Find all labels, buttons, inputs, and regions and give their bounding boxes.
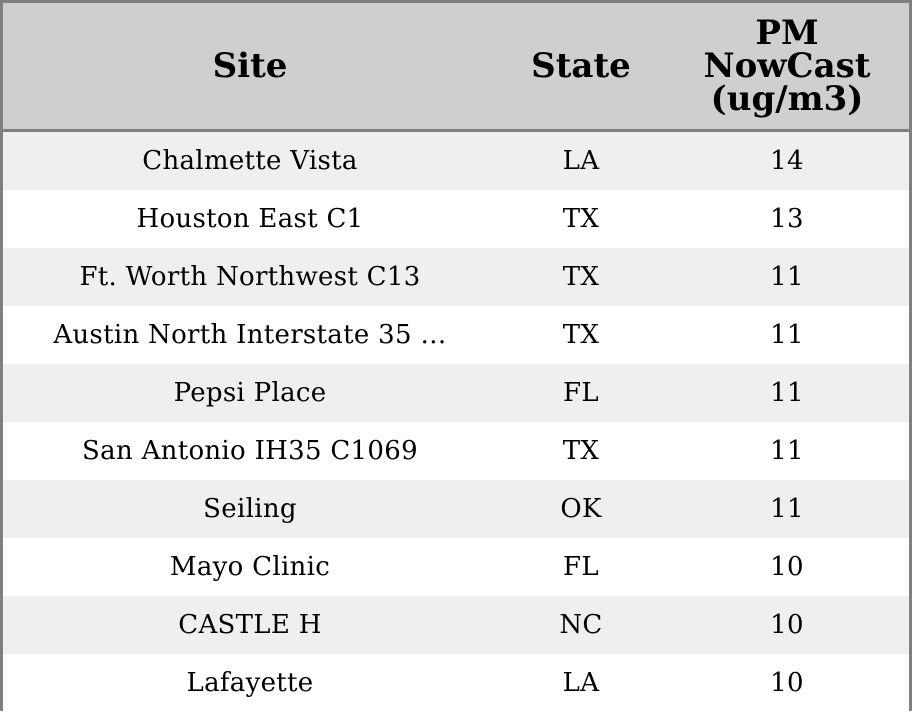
column-header-site[interactable]: Site bbox=[212, 45, 288, 86]
cell-pm-nowcast: 13 bbox=[770, 204, 804, 234]
cell-state: LA bbox=[562, 668, 600, 698]
cell-pm-nowcast: 10 bbox=[770, 610, 804, 640]
column-header-state[interactable]: State bbox=[531, 45, 631, 86]
table-row: CASTLE H NC 10 bbox=[3, 596, 909, 654]
cell-state: TX bbox=[562, 262, 600, 292]
cell-state: FL bbox=[563, 552, 599, 582]
cell-pm-nowcast: 11 bbox=[770, 494, 804, 524]
table-row: Lafayette LA 10 bbox=[3, 654, 909, 712]
table-row: Seiling OK 11 bbox=[3, 480, 909, 538]
table-row: Austin North Interstate 35 … TX 11 bbox=[3, 306, 909, 364]
table-row: San Antonio IH35 C1069 TX 11 bbox=[3, 422, 909, 480]
table-row: Chalmette Vista LA 14 bbox=[3, 132, 909, 190]
cell-site: Seiling bbox=[203, 494, 297, 524]
table-row: Ft. Worth Northwest C13 TX 11 bbox=[3, 248, 909, 306]
cell-pm-nowcast: 11 bbox=[770, 378, 804, 408]
cell-site: Lafayette bbox=[186, 668, 314, 698]
table-row: Houston East C1 TX 13 bbox=[3, 190, 909, 248]
cell-state: OK bbox=[560, 494, 602, 524]
table-row: Pepsi Place FL 11 bbox=[3, 364, 909, 422]
cell-pm-nowcast: 14 bbox=[770, 146, 804, 176]
cell-pm-nowcast: 11 bbox=[770, 262, 804, 292]
cell-pm-nowcast: 10 bbox=[770, 552, 804, 582]
cell-pm-nowcast: 11 bbox=[770, 436, 804, 466]
cell-state: FL bbox=[563, 378, 599, 408]
cell-state: TX bbox=[562, 204, 600, 234]
cell-site: Ft. Worth Northwest C13 bbox=[79, 262, 421, 292]
table-header: Site State PM NowCast (ug/m3) bbox=[3, 3, 909, 132]
cell-pm-nowcast: 11 bbox=[770, 320, 804, 350]
cell-state: TX bbox=[562, 436, 600, 466]
cell-site: Mayo Clinic bbox=[169, 552, 331, 582]
cell-site: Austin North Interstate 35 … bbox=[53, 320, 447, 350]
table-row: Mayo Clinic FL 10 bbox=[3, 538, 909, 596]
cell-site: Pepsi Place bbox=[173, 378, 327, 408]
cell-pm-nowcast: 10 bbox=[770, 668, 804, 698]
cell-state: LA bbox=[562, 146, 600, 176]
column-header-pm-nowcast[interactable]: PM NowCast (ug/m3) bbox=[703, 12, 871, 119]
cell-site: San Antonio IH35 C1069 bbox=[82, 436, 418, 466]
cell-site: CASTLE H bbox=[178, 610, 322, 640]
cell-state: NC bbox=[559, 610, 603, 640]
cell-site: Houston East C1 bbox=[136, 204, 364, 234]
cell-state: TX bbox=[562, 320, 600, 350]
cell-site: Chalmette Vista bbox=[142, 146, 358, 176]
